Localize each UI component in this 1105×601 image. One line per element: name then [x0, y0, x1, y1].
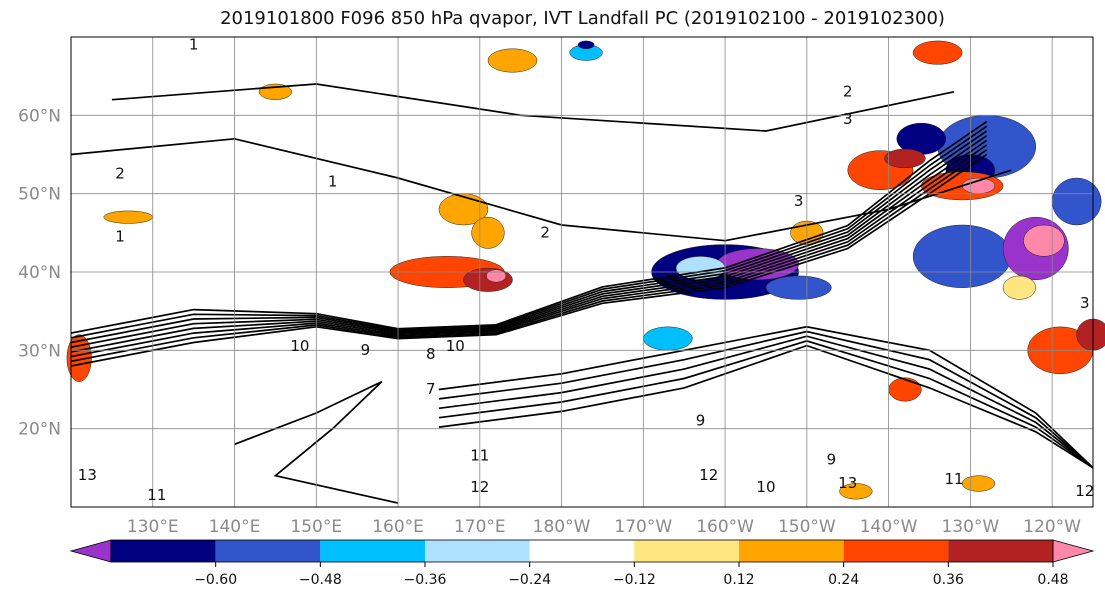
colorbar-tick-label: −0.36: [404, 572, 447, 588]
colorbar-extend-high: [1052, 539, 1095, 563]
shaded-region: [486, 269, 507, 283]
contour-label: 10: [446, 337, 465, 355]
colorbar-segment: [111, 540, 216, 562]
longitude-tick-label: 140°E: [209, 517, 261, 537]
longitude-tick-label: 130°W: [941, 517, 999, 537]
contour-label: 3: [843, 110, 853, 128]
contour-label: 11: [147, 486, 166, 504]
shaded-region: [912, 224, 1012, 288]
qvapor-shading: [66, 40, 1105, 500]
latitude-tick-label: 60°N: [18, 106, 61, 126]
latitude-tick-label: 30°N: [18, 341, 61, 361]
colorbar-tick-label: −0.60: [194, 572, 237, 588]
contour-label: 2: [843, 82, 853, 100]
shaded-region: [961, 475, 996, 492]
longitude-tick-label: 140°W: [860, 517, 918, 537]
latitude-tick-label: 20°N: [18, 420, 61, 440]
contour-label: 12: [470, 478, 489, 496]
colorbar-tick-label: −0.24: [508, 572, 551, 588]
southern-contour: [438, 335, 1094, 469]
longitude-tick-label: 150°W: [778, 517, 836, 537]
shaded-region: [471, 216, 505, 249]
longitude-tick-label: 150°E: [290, 517, 342, 537]
latitude-ticks: 20°N 30°N 40°N 50°N 60°N: [18, 106, 61, 439]
longitude-tick-label: 170°W: [614, 517, 672, 537]
graticule: [71, 37, 1093, 507]
shaded-region: [765, 275, 832, 300]
colorbar-segment: [739, 540, 844, 562]
contour-label: 10: [756, 478, 775, 496]
colorbar-segment: [948, 540, 1053, 562]
contour-label: 2: [115, 165, 125, 183]
shaded-region: [839, 483, 873, 500]
longitude-tick-label: 180°W: [533, 517, 591, 537]
contour-label: 12: [699, 466, 718, 484]
southern-contour: [438, 344, 1094, 469]
latitude-tick-label: 50°N: [18, 185, 61, 205]
colorbar-segment: [634, 540, 739, 562]
northern-contour: [111, 83, 955, 132]
jet-contour: [70, 149, 988, 363]
colorbar-segment: [425, 540, 530, 562]
shaded-region: [103, 210, 154, 224]
contour-label: 2: [540, 223, 550, 241]
contour-label: 1: [328, 172, 338, 190]
longitude-ticks: 130°E 140°E 150°E 160°E 170°E 180°W 170°W 160°W…: [127, 517, 1081, 537]
contour-label: 8: [426, 345, 436, 363]
shaded-region: [888, 377, 922, 402]
colorbar: −0.60 −0.48 −0.36 −0.24 −0.12 0.12 0.24 0.36 0.4…: [69, 539, 1095, 588]
southern-contour: [438, 330, 1094, 469]
contour-label: 12: [1075, 482, 1094, 500]
shaded-region: [884, 148, 926, 169]
figure-title: 2019101800 F096 850 hPa qvapor, IVT Land…: [220, 8, 945, 29]
colorbar-tick-label: 0.12: [723, 572, 754, 588]
contour-label: 3: [794, 192, 804, 210]
shaded-region: [1002, 275, 1037, 300]
shaded-region: [643, 326, 693, 351]
longitude-tick-label: 130°E: [127, 517, 179, 537]
contour-label: 11: [470, 447, 489, 465]
contour-label: 13: [78, 466, 97, 484]
colorbar-segment: [320, 540, 425, 562]
shaded-region: [912, 40, 963, 65]
map-frame: [70, 36, 1094, 508]
contour-label: 1: [115, 227, 125, 245]
colorbar-tick-label: 0.48: [1037, 572, 1068, 588]
colorbar-segment: [843, 540, 949, 562]
contour-label: 9: [361, 341, 371, 359]
jet-contour: [70, 125, 988, 339]
colorbar-outline: [110, 539, 1054, 563]
colorbar-tick-label: 0.24: [828, 572, 859, 588]
latitude-tick-label: 40°N: [18, 263, 61, 283]
contour-label: 9: [827, 451, 837, 469]
contour-label: 7: [426, 380, 436, 398]
contour-label: 9: [696, 411, 706, 429]
colorbar-tick-label: −0.48: [299, 572, 342, 588]
colorbar-extend-low: [69, 539, 112, 563]
contour-label: 10: [290, 337, 309, 355]
longitude-tick-label: 120°W: [1023, 517, 1081, 537]
contour-label: 1: [189, 35, 199, 53]
colorbar-segment: [529, 540, 635, 562]
shaded-region: [577, 40, 595, 49]
longitude-tick-label: 160°W: [696, 517, 754, 537]
southern-contour: [234, 380, 399, 504]
shaded-region: [487, 48, 538, 73]
contour-label: 3: [1080, 294, 1090, 312]
shaded-region: [1051, 177, 1102, 226]
longitude-tick-label: 160°E: [372, 517, 424, 537]
contour-label: 13: [838, 474, 857, 492]
colorbar-tick-label: −0.12: [613, 572, 656, 588]
longitude-tick-label: 170°E: [454, 517, 506, 537]
shaded-region: [1023, 224, 1065, 257]
colorbar-segment: [215, 540, 321, 562]
contour-label: 11: [944, 470, 963, 488]
colorbar-tick-label: 0.36: [933, 572, 964, 588]
